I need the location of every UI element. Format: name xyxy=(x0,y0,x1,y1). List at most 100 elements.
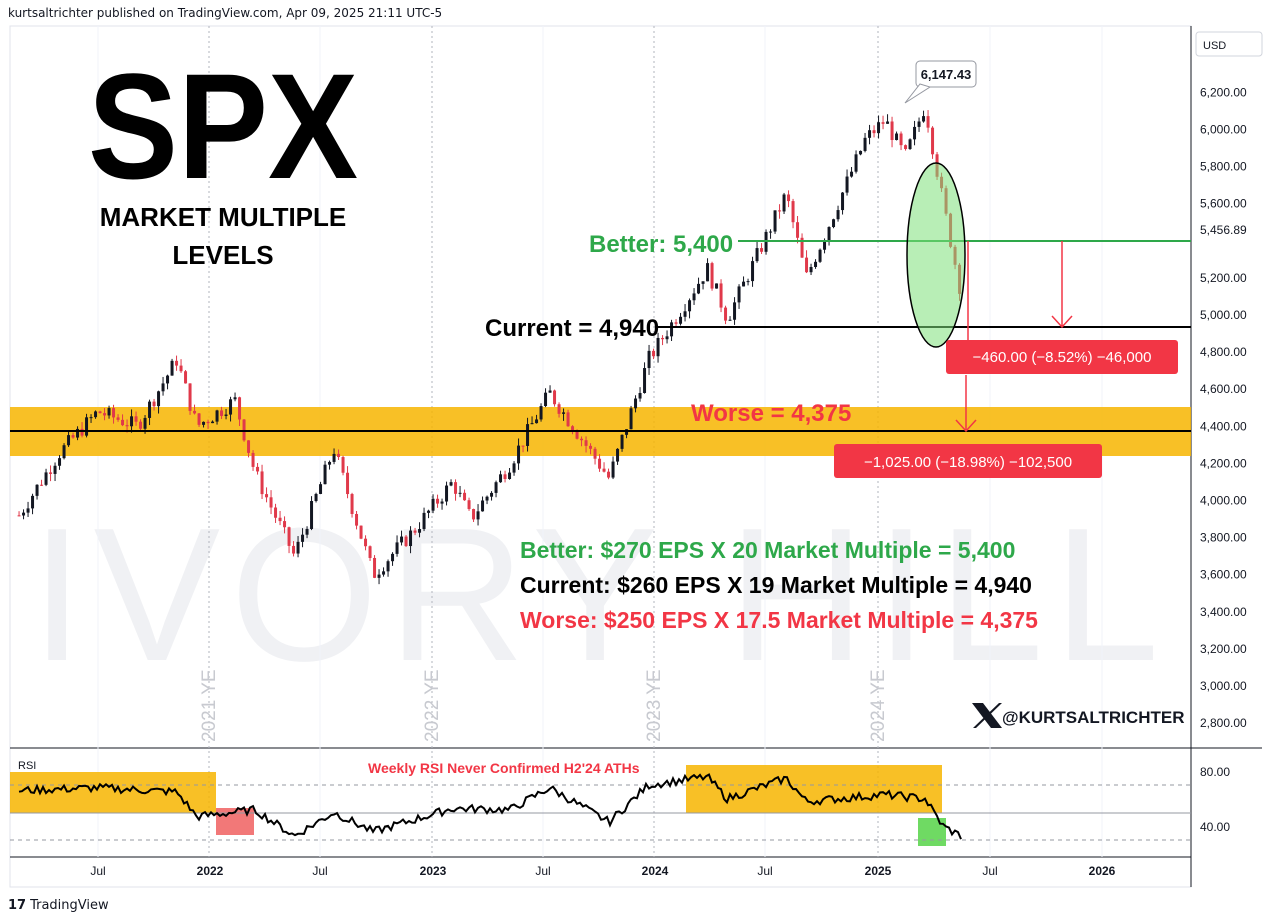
candle-body xyxy=(922,116,926,122)
candle-body xyxy=(134,416,138,422)
candle-body xyxy=(625,429,629,435)
currency-box[interactable] xyxy=(1195,31,1263,57)
time-tick-label: Jul xyxy=(982,864,997,878)
candle-body xyxy=(472,509,476,520)
worse-label: Worse = 4,375 xyxy=(691,400,851,427)
candle-body xyxy=(917,121,921,127)
year-end-label: 2023 YE xyxy=(644,669,665,742)
candle-body xyxy=(616,448,620,462)
candle-body xyxy=(116,417,120,420)
candle-body xyxy=(476,511,480,520)
year-end-labels: 2021 YE 2022 YE 2023 YE 2024 YE xyxy=(199,669,889,742)
candle-body xyxy=(931,127,935,155)
candle-body xyxy=(638,392,642,399)
candle-body xyxy=(724,307,728,321)
candle-body xyxy=(422,512,426,530)
candle-body xyxy=(76,428,80,438)
candle-body xyxy=(98,411,102,414)
candle-body xyxy=(661,337,665,340)
candle-body xyxy=(193,410,197,414)
price-tick-label: 5,600.00 xyxy=(1200,197,1247,211)
candle-body xyxy=(305,528,309,535)
year-end-label: 2021 YE xyxy=(199,669,220,742)
candle-body xyxy=(382,571,386,575)
candle-body xyxy=(787,194,791,202)
candle-body xyxy=(823,240,827,250)
candle-body xyxy=(881,122,885,124)
time-tick-label: 2023 xyxy=(420,864,447,878)
candle-body xyxy=(143,417,147,429)
price-tick-label: 3,200.00 xyxy=(1200,642,1247,656)
time-tick-label: Jul xyxy=(312,864,327,878)
candle-body xyxy=(319,484,323,494)
better-label: Better: 5,400 xyxy=(589,231,733,258)
candle-body xyxy=(827,227,831,241)
candle-body xyxy=(584,440,588,446)
price-tick-label: 3,600.00 xyxy=(1200,568,1247,582)
drop-current-box xyxy=(946,340,1178,374)
candle-body xyxy=(265,494,269,498)
candle-body xyxy=(499,474,503,483)
price-axis: 6,200.006,000.005,800.005,600.005,400.00… xyxy=(1200,85,1247,730)
candle-body xyxy=(611,461,615,478)
candle-body xyxy=(760,248,764,252)
candle-body xyxy=(44,472,48,485)
x-logo-icon xyxy=(972,703,1002,728)
candle-body xyxy=(287,527,291,546)
candle-body xyxy=(62,445,66,459)
rsi-label: RSI xyxy=(18,760,36,772)
candle-body xyxy=(877,122,881,134)
candle-body xyxy=(872,130,876,134)
time-tick-label: 2025 xyxy=(865,864,892,878)
candle-series xyxy=(17,110,962,585)
selloff-ellipse xyxy=(906,162,966,348)
candle-body xyxy=(202,421,206,425)
candle-body xyxy=(517,445,521,464)
candle-body xyxy=(773,210,777,232)
candle-body xyxy=(778,210,782,212)
candle-body xyxy=(35,484,39,496)
candle-body xyxy=(395,542,399,554)
footer-brand: TradingView xyxy=(30,898,109,913)
price-tick-label: 3,400.00 xyxy=(1200,605,1247,619)
candle-body xyxy=(224,414,228,416)
candle-body xyxy=(598,458,602,469)
year-end-label: 2024 YE xyxy=(868,669,889,742)
candle-body xyxy=(805,257,809,273)
candle-body xyxy=(31,495,35,509)
candle-body xyxy=(463,492,467,501)
candle-body xyxy=(895,133,899,141)
candle-body xyxy=(391,553,395,562)
candle-body xyxy=(742,281,746,287)
price-tick-label: 4,000.00 xyxy=(1200,494,1247,508)
candle-body xyxy=(49,472,53,474)
ath-callout-box xyxy=(915,60,977,88)
price-tick-label: 2,800.00 xyxy=(1200,716,1247,730)
candle-body xyxy=(238,397,242,420)
candle-body xyxy=(566,412,570,427)
candle-body xyxy=(139,421,143,429)
candle-body xyxy=(539,406,543,420)
candle-body xyxy=(841,192,845,211)
year-end-label: 2022 YE xyxy=(422,669,443,742)
candle-body xyxy=(67,435,71,446)
candle-body xyxy=(886,121,890,124)
candle-body xyxy=(683,311,687,317)
candle-body xyxy=(215,410,219,422)
candle-body xyxy=(629,408,633,430)
candle-body xyxy=(926,116,930,128)
candle-body xyxy=(112,408,116,418)
candle-body xyxy=(656,337,660,357)
scenario-worse: Worse: $250 EPS X 17.5 Market Multiple =… xyxy=(520,607,1038,633)
candle-body xyxy=(553,390,557,405)
candle-body xyxy=(332,453,336,462)
tradingview-footer[interactable]: 17 TradingView xyxy=(8,898,109,913)
candle-body xyxy=(688,300,692,312)
candle-body xyxy=(571,426,575,432)
publish-header: kurtsaltrichter published on TradingView… xyxy=(8,6,443,20)
time-tick-label: 2022 xyxy=(197,864,224,878)
candle-body xyxy=(440,501,444,504)
title-spx: SPX xyxy=(88,43,358,210)
candle-body xyxy=(431,498,435,511)
